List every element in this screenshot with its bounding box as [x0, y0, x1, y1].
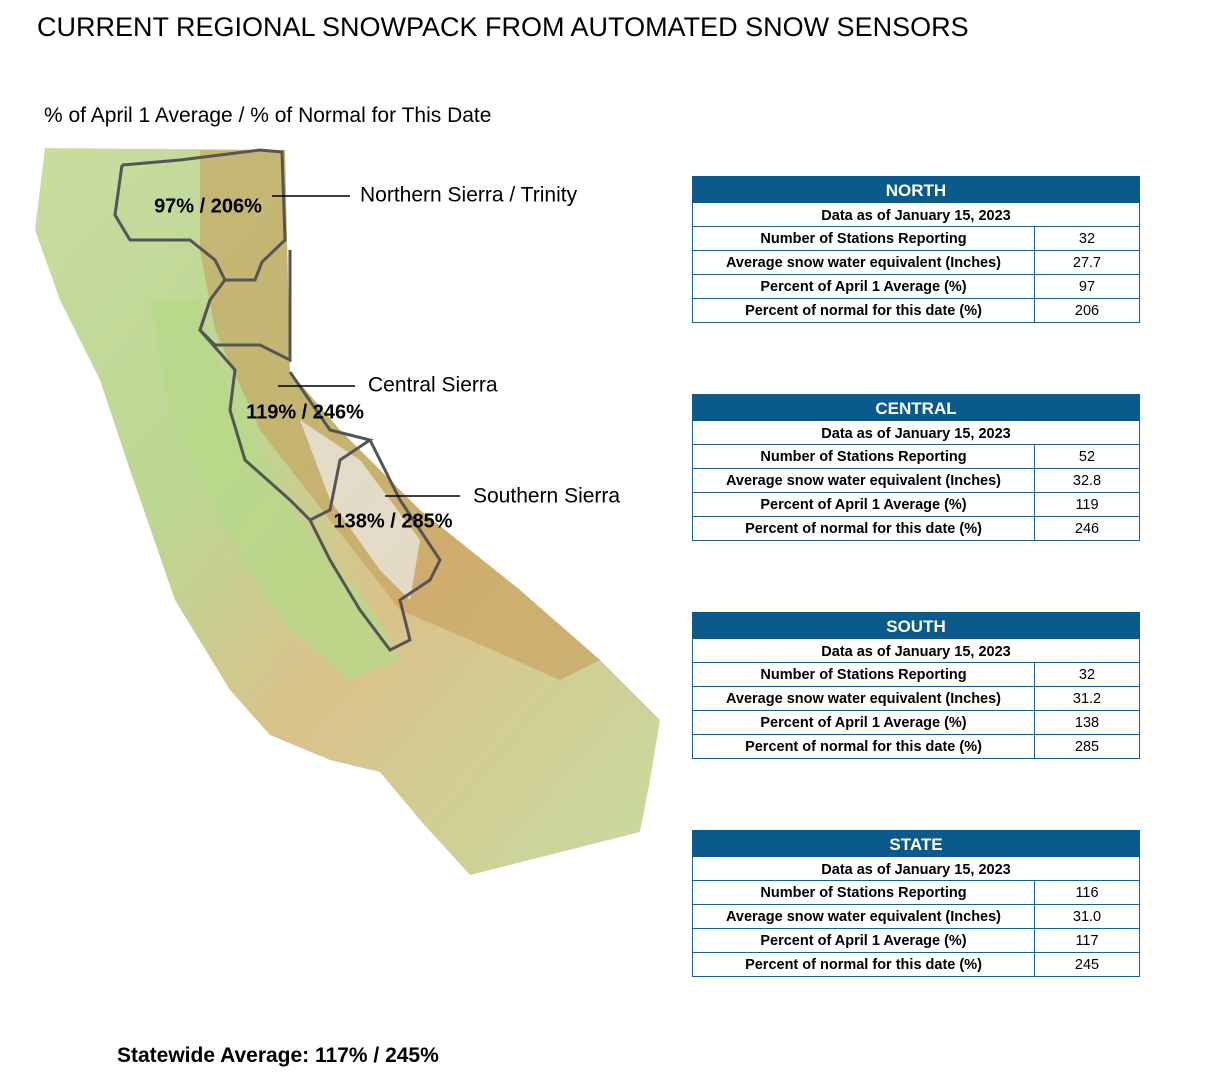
row-label: Percent of April 1 Average (%)	[693, 275, 1035, 298]
table-date: Data as of January 15, 2023	[692, 421, 1140, 445]
row-value: 32	[1078, 667, 1096, 683]
region-value: 119% / 246%	[246, 401, 364, 423]
row-label: Number of Stations Reporting	[693, 881, 1035, 904]
snow	[300, 420, 420, 600]
row-value: 245	[1074, 957, 1100, 973]
row-value: 31.0	[1072, 909, 1102, 925]
row-value: 138	[1074, 715, 1100, 731]
row-label: Average snow water equivalent (Inches)	[693, 687, 1035, 710]
table-row: Percent of April 1 Average (%) 138	[692, 711, 1140, 735]
region-value: 138% / 285%	[334, 510, 453, 532]
row-label: Percent of normal for this date (%)	[693, 735, 1035, 758]
title: CURRENT REGIONAL SNOWPACK FROM AUTOMATED…	[37, 12, 969, 42]
central-valley	[150, 300, 400, 680]
row-value: 32.8	[1072, 473, 1102, 489]
table-row: Average snow water equivalent (Inches) 32…	[692, 469, 1140, 493]
table-row: Percent of normal for this date (%) 245	[692, 953, 1140, 977]
summary-table: SOUTH Data as of January 15, 2023 Number o…	[692, 612, 1140, 759]
table-row: Average snow water equivalent (Inches) 31…	[692, 687, 1140, 711]
row-value: 32	[1078, 231, 1096, 247]
row-label: Number of Stations Reporting	[693, 445, 1035, 468]
region-outline-south	[308, 439, 442, 652]
region-outline-north	[121, 148, 292, 363]
table-row: Percent of April 1 Average (%) 117	[692, 929, 1140, 953]
subtitle: % of April 1 Average / % of Normal for T…	[44, 104, 492, 127]
table-row: Percent of normal for this date (%) 246	[692, 517, 1140, 541]
row-value: 27.7	[1072, 255, 1102, 271]
table-header: STATE	[692, 830, 1140, 857]
region-value: 97% / 206%	[154, 195, 262, 217]
row-label: Percent of normal for this date (%)	[693, 299, 1035, 322]
table-row: Number of Stations Reporting 116	[692, 881, 1140, 905]
table-row: Average snow water equivalent (Inches) 27…	[692, 251, 1140, 275]
region-name: Central Sierra	[368, 374, 498, 397]
table-row: Average snow water equivalent (Inches) 31…	[692, 905, 1140, 929]
row-label: Percent of normal for this date (%)	[693, 953, 1035, 976]
region-outline-north-west	[113, 164, 227, 281]
row-value: 52	[1078, 449, 1096, 465]
row-label: Percent of April 1 Average (%)	[693, 493, 1035, 516]
region-name: Southern Sierra	[473, 485, 620, 508]
table-row: Number of Stations Reporting 32	[692, 663, 1140, 687]
table-date: Data as of January 15, 2023	[692, 203, 1140, 227]
row-value: 116	[1075, 885, 1099, 901]
row-value: 206	[1074, 303, 1100, 319]
row-value: 31.2	[1072, 691, 1102, 707]
row-value: 97	[1078, 279, 1096, 295]
row-value: 119	[1075, 497, 1099, 513]
row-label: Percent of normal for this date (%)	[693, 517, 1035, 540]
table-row: Number of Stations Reporting 52	[692, 445, 1140, 469]
row-label: Number of Stations Reporting	[693, 663, 1035, 686]
summary-table: STATE Data as of January 15, 2023 Number o…	[692, 830, 1140, 977]
region-name: Northern Sierra / Trinity	[360, 184, 578, 207]
row-label: Average snow water equivalent (Inches)	[693, 251, 1035, 274]
table-date: Data as of January 15, 2023	[692, 639, 1140, 663]
table-header: NORTH	[692, 176, 1140, 203]
table-date: Data as of January 15, 2023	[692, 857, 1140, 881]
row-label: Percent of April 1 Average (%)	[693, 711, 1035, 734]
table-header: CENTRAL	[692, 394, 1140, 421]
statewide-average: Statewide Average: 117% / 245%	[117, 1044, 439, 1067]
table-row: Percent of April 1 Average (%) 97	[692, 275, 1140, 299]
table-row: Percent of April 1 Average (%) 119	[692, 493, 1140, 517]
row-value: 117	[1075, 933, 1099, 949]
row-label: Number of Stations Reporting	[693, 227, 1035, 250]
table-row: Percent of normal for this date (%) 285	[692, 735, 1140, 759]
table-header: SOUTH	[692, 612, 1140, 639]
table-row: Number of Stations Reporting 32	[692, 227, 1140, 251]
summary-table: NORTH Data as of January 15, 2023 Number o…	[692, 176, 1140, 323]
row-label: Average snow water equivalent (Inches)	[693, 905, 1035, 928]
row-label: Average snow water equivalent (Inches)	[693, 469, 1035, 492]
row-label: Percent of April 1 Average (%)	[693, 929, 1035, 952]
table-row: Percent of normal for this date (%) 206	[692, 299, 1140, 323]
summary-table: CENTRAL Data as of January 15, 2023 Number…	[692, 394, 1140, 541]
row-value: 246	[1074, 521, 1100, 537]
region-outline-central	[198, 299, 374, 522]
row-value: 285	[1074, 739, 1100, 755]
